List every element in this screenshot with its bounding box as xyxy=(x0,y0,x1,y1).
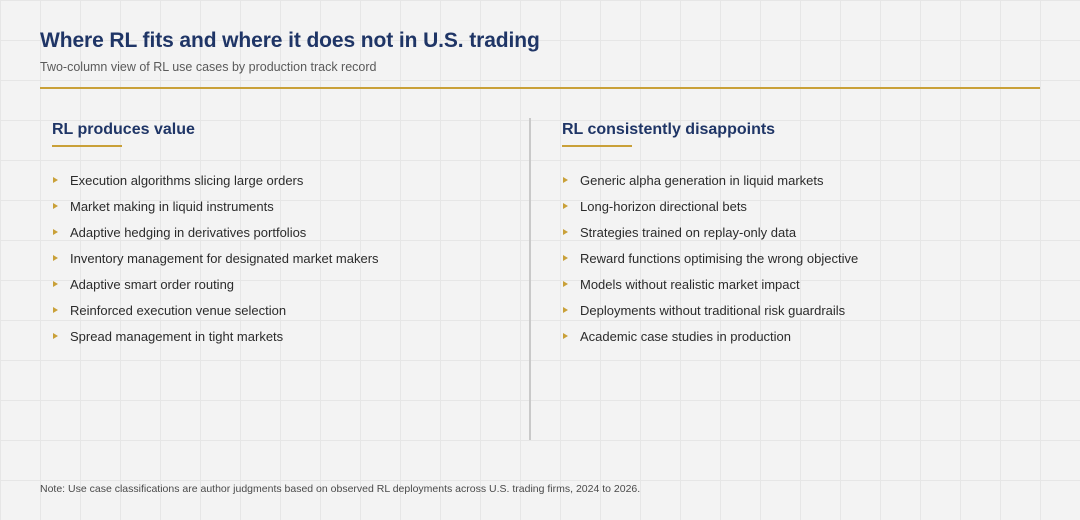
list-item-label: Deployments without traditional risk gua… xyxy=(580,302,846,318)
triangle-bullet-icon xyxy=(563,229,568,235)
footnote: Note: Use case classifications are autho… xyxy=(40,483,641,495)
header-rule xyxy=(40,87,1040,89)
list-item: Strategies trained on replay-only data xyxy=(562,219,1002,245)
list-item: Reward functions optimising the wrong ob… xyxy=(562,245,1002,271)
list-item-label: Execution algorithms slicing large order… xyxy=(70,172,304,188)
list-item-label: Long-horizon directional bets xyxy=(580,198,747,214)
list-item: Deployments without traditional risk gua… xyxy=(562,297,1002,323)
triangle-bullet-icon xyxy=(53,255,58,261)
triangle-bullet-icon xyxy=(53,177,58,183)
triangle-bullet-icon xyxy=(563,255,568,261)
list-item-label: Generic alpha generation in liquid marke… xyxy=(580,172,824,188)
list-item-label: Adaptive hedging in derivatives portfoli… xyxy=(70,224,307,240)
list-item-label: Adaptive smart order routing xyxy=(70,276,235,292)
triangle-bullet-icon xyxy=(563,281,568,287)
triangle-bullet-icon xyxy=(563,177,568,183)
column-divider xyxy=(529,118,531,440)
list-item: Reinforced execution venue selection xyxy=(52,297,492,323)
list-item: Generic alpha generation in liquid marke… xyxy=(562,167,1002,193)
column-title: RL produces value xyxy=(52,121,195,138)
list-item: Adaptive hedging in derivatives portfoli… xyxy=(52,219,492,245)
column-title-underline xyxy=(52,145,122,147)
list-item-label: Reinforced execution venue selection xyxy=(70,302,287,318)
column-rl-consistently-disappoints: RL consistently disappoints Generic alph… xyxy=(562,120,1002,349)
list-item: Models without realistic market impact xyxy=(562,271,1002,297)
list-item: Market making in liquid instruments xyxy=(52,193,492,219)
list-item-label: Academic case studies in production xyxy=(580,328,792,344)
list-item: Inventory management for designated mark… xyxy=(52,245,492,271)
list-item: Spread management in tight markets xyxy=(52,323,492,349)
list-item-label: Strategies trained on replay-only data xyxy=(580,224,797,240)
list-item-label: Inventory management for designated mark… xyxy=(70,250,379,266)
column-title: RL consistently disappoints xyxy=(562,121,776,138)
use-case-list: Execution algorithms slicing large order… xyxy=(52,167,492,349)
list-item-label: Market making in liquid instruments xyxy=(70,198,274,214)
column-rl-produces-value: RL produces value Execution algorithms s… xyxy=(52,120,492,349)
page-subtitle: Two-column view of RL use cases by produ… xyxy=(40,60,377,74)
list-item-label: Models without realistic market impact xyxy=(580,276,800,292)
page-title: Where RL fits and where it does not in U… xyxy=(40,29,540,52)
triangle-bullet-icon xyxy=(53,281,58,287)
use-case-list: Generic alpha generation in liquid marke… xyxy=(562,167,1002,349)
triangle-bullet-icon xyxy=(53,203,58,209)
triangle-bullet-icon xyxy=(53,307,58,313)
list-item: Execution algorithms slicing large order… xyxy=(52,167,492,193)
column-title-underline xyxy=(562,145,632,147)
triangle-bullet-icon xyxy=(563,203,568,209)
triangle-bullet-icon xyxy=(53,333,58,339)
triangle-bullet-icon xyxy=(53,229,58,235)
triangle-bullet-icon xyxy=(563,307,568,313)
list-item-label: Reward functions optimising the wrong ob… xyxy=(580,250,859,266)
list-item: Adaptive smart order routing xyxy=(52,271,492,297)
list-item: Long-horizon directional bets xyxy=(562,193,1002,219)
list-item: Academic case studies in production xyxy=(562,323,1002,349)
triangle-bullet-icon xyxy=(563,333,568,339)
list-item-label: Spread management in tight markets xyxy=(70,328,284,344)
